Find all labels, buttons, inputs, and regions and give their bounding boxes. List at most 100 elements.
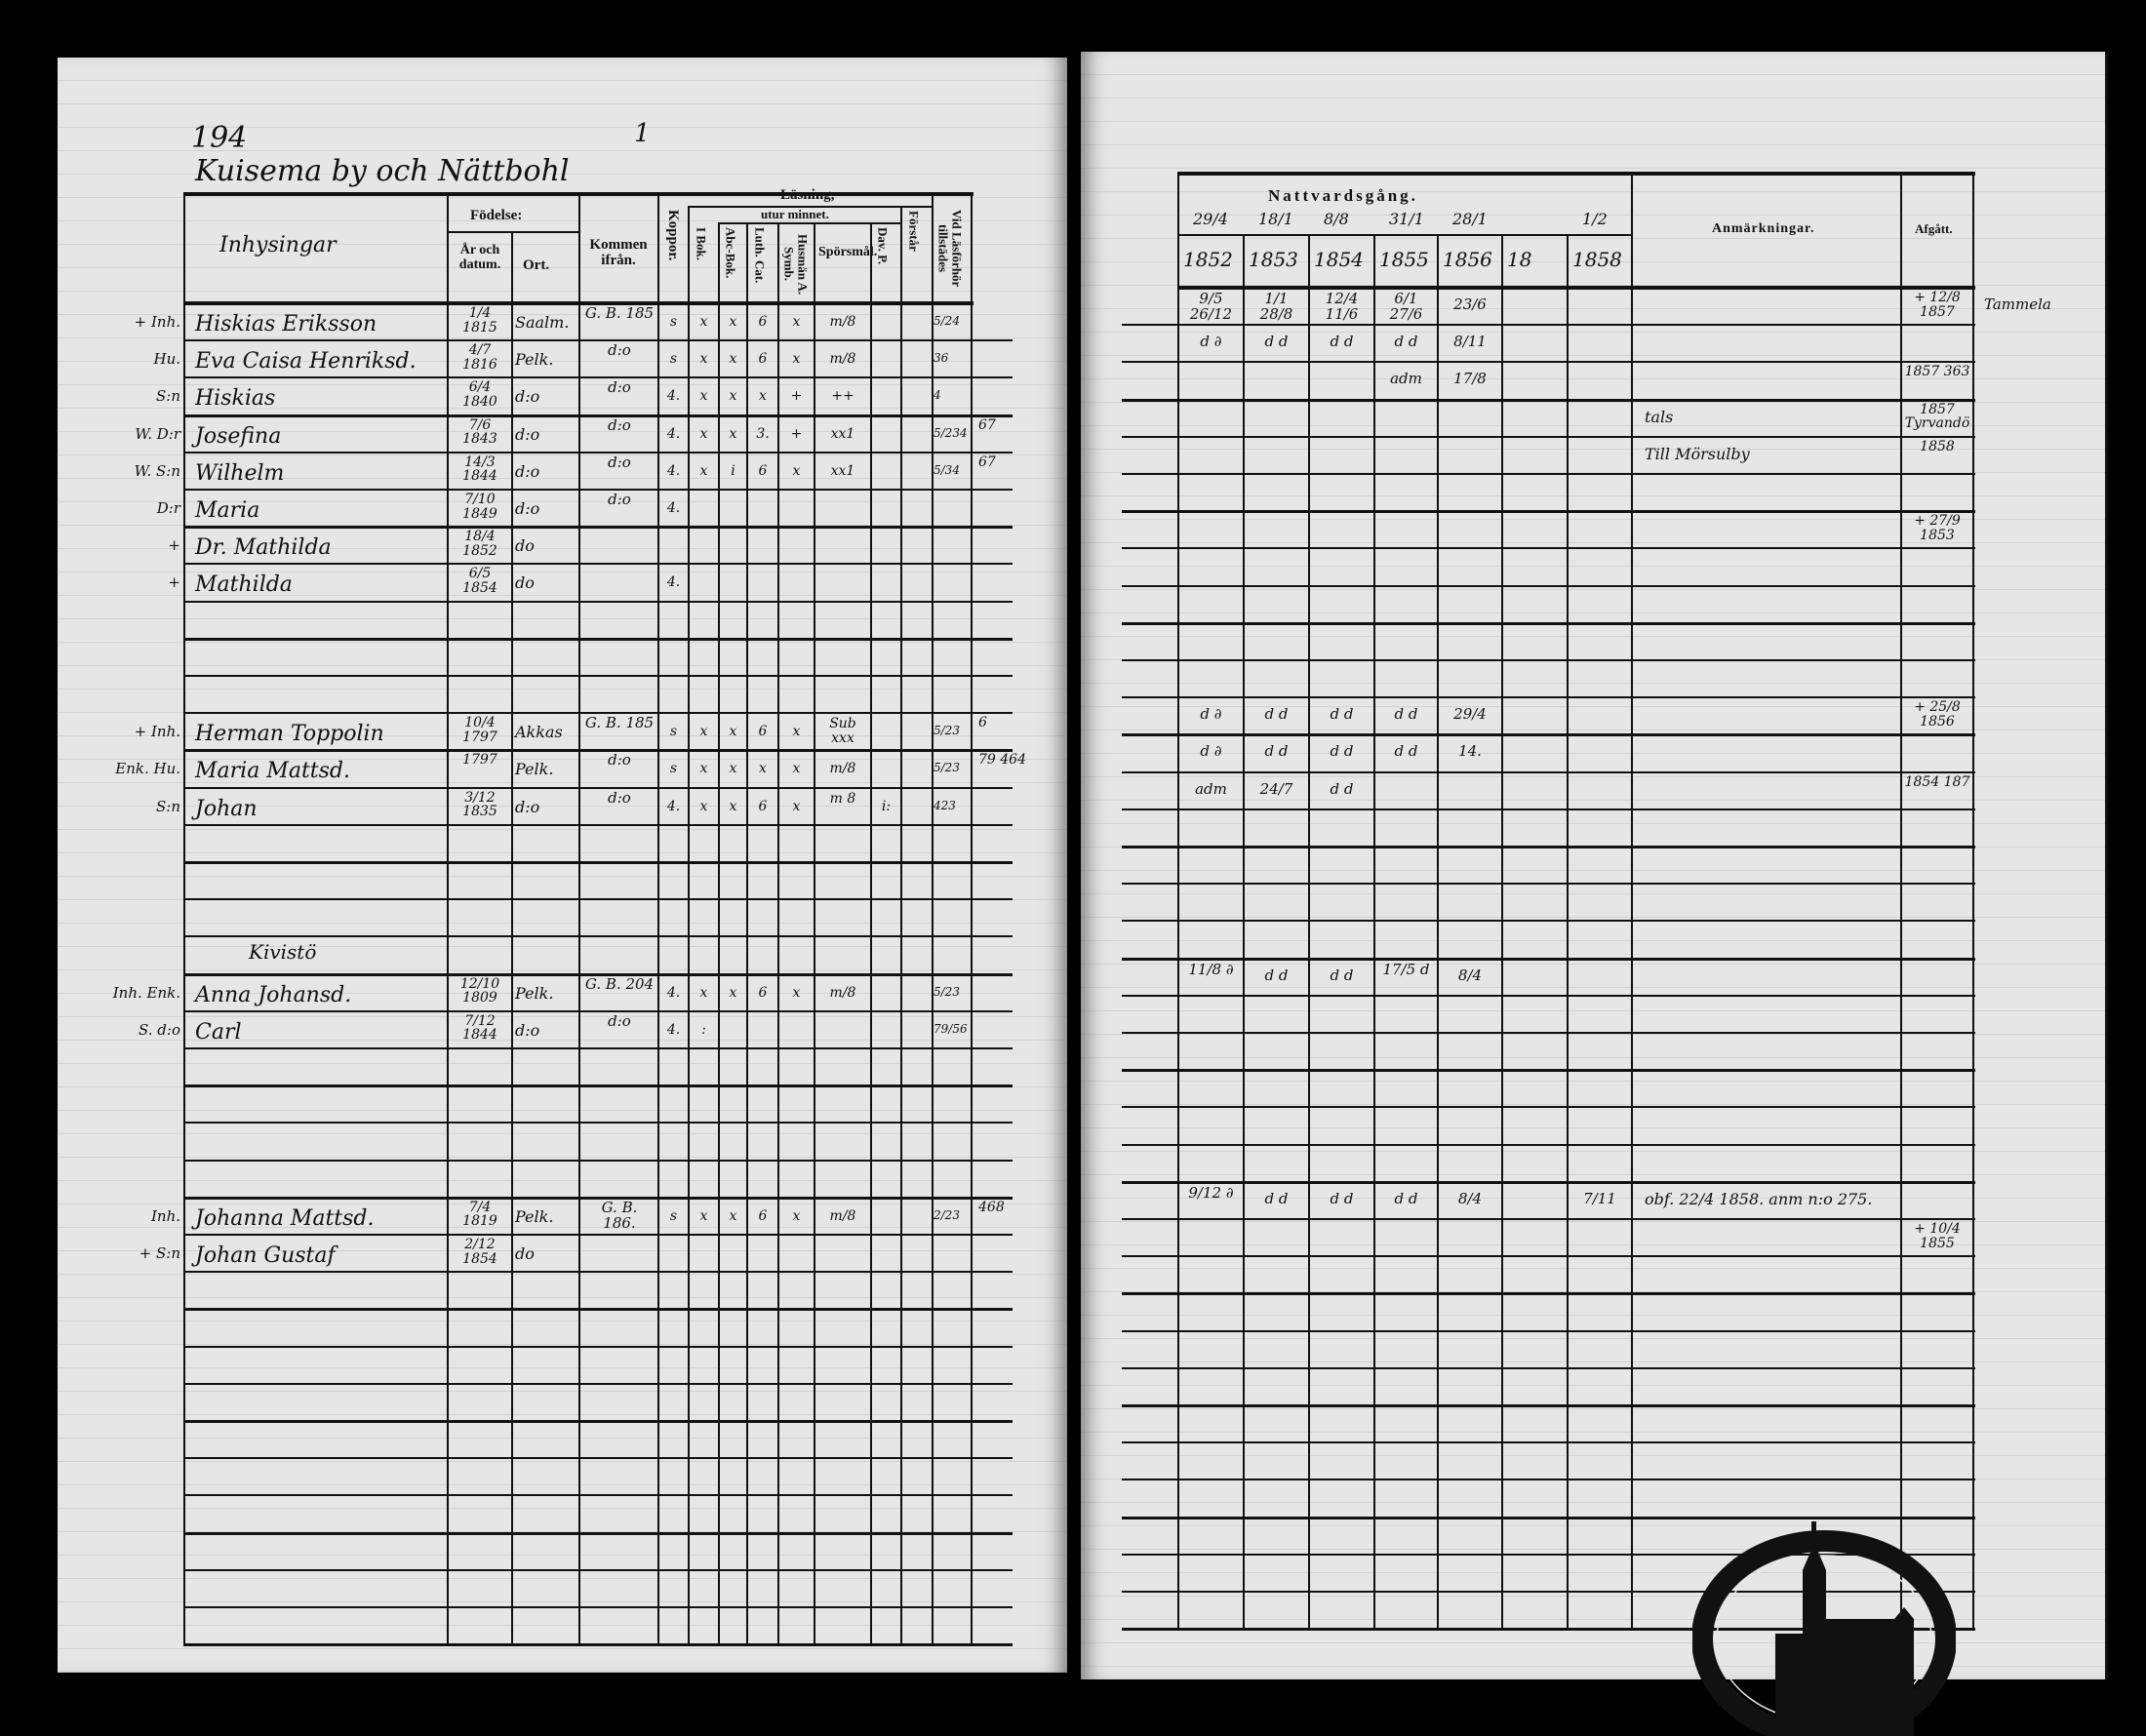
header-koppor: Koppor. [664,210,681,261]
record-vid-lasforhor: 5/24 [934,314,960,328]
record-birth-place: do [515,536,535,556]
record-reading-mark: x [699,462,708,479]
record-reading-mark: x [699,351,708,368]
record-communion: d d [1394,705,1418,724]
header-luth-cat: Luth. Cat. [752,227,768,284]
record-reading-mark: i [731,462,735,479]
record-prefix: Enk. Hu. [115,760,180,778]
record-prefix: D:r [156,499,180,517]
record-name: Carl [195,1019,242,1045]
record-name: Hiskias [195,386,276,412]
record-reading-mark: + [790,388,803,405]
record-vid-lasforhor: 5/234 [934,425,968,440]
record-departed: + 12/8 1857 [1914,290,1961,320]
row-rule [1122,1032,1975,1034]
record-reading-mark: x [792,761,801,777]
record-reading-mark: 4. [666,798,681,814]
record-communion: 23/6 [1453,296,1487,313]
record-extra-mark: 79 464 [978,752,1026,769]
row-rule [183,1643,1013,1647]
record-name: Maria [195,498,260,523]
record-prefix: S:n [156,387,180,406]
record-name: Dr. Mathilda [195,535,332,561]
row-rule [1122,1441,1975,1444]
header-lasning: Läsning, [780,187,835,203]
record-reading-mark: s [669,314,678,330]
record-prefix: Hu. [153,350,180,369]
column-rule [688,206,690,1645]
record-birth-place: Pelk. [515,983,554,1003]
record-vid-lasforhor: 4 [934,388,941,403]
table-top-rule [1177,172,1975,176]
record-communion: d ∂ [1200,333,1222,351]
record-reading-mark: x [759,388,767,405]
header-year: 1858 [1572,248,1622,271]
record-prefix: Inh. Enk. [112,983,180,1002]
row-rule [183,376,1013,379]
record-birth-place: d:o [515,424,540,444]
record-prefix: + [168,573,180,592]
header-husman: Husmän A. Symb. [781,233,811,296]
record-communion: 7/11 [1583,1189,1616,1207]
header-kommen: Kommen ifrån. [589,237,648,268]
header-communion-date: 31/1 [1389,210,1424,228]
row-rule [183,1457,1013,1460]
record-communion: 17/8 [1453,370,1487,388]
row-rule [1122,883,1975,886]
column-rule [578,194,580,1645]
record-reading-mark: i: [881,798,892,814]
record-name: Hiskias Eriksson [195,312,378,336]
row-rule [183,1271,1013,1274]
row-rule [183,1568,1013,1571]
header-i-bok: I Bok. [694,227,709,260]
row-rule [1122,398,1975,402]
record-reading-mark: 6 [758,314,768,330]
header-anmarkningar: Anmärkningar. [1712,221,1815,236]
row-rule [1122,770,1975,773]
row-rule [1122,1218,1975,1220]
record-communion: 1/1 28/8 [1259,290,1293,323]
record-departed: 1858 [1920,438,1955,454]
record-birth-place: Pelk. [515,760,554,779]
record-reading-mark: Sub xxx [829,716,856,746]
row-rule [183,712,1013,715]
row-rule [183,414,1013,417]
record-reading-mark: x [729,798,737,814]
record-communion: 6/1 27/6 [1389,290,1423,323]
record-from: G. B. 186. [601,1198,638,1232]
record-birth-date: 18/4 1852 [462,529,497,559]
record-from: d:o [608,341,631,360]
record-reading-mark: x [729,761,737,777]
record-birth-date: 12/10 1809 [459,975,500,1006]
record-reading-mark: x [729,388,737,405]
record-departed: + 25/8 1856 [1914,699,1961,730]
record-birth-date: 3/12 1835 [462,789,497,820]
column-rule [1972,174,1974,1630]
record-birth-date: 1/4 1815 [462,305,497,335]
record-birth-date: 4/7 1816 [462,342,497,373]
record-vid-lasforhor: 5/23 [934,724,960,738]
record-reading-mark: x [699,984,708,1001]
row-rule [1122,696,1975,699]
record-prefix: S. d:o [139,1020,180,1039]
column-rule [1437,234,1439,1630]
record-reading-mark: 4. [666,425,681,442]
record-from: d:o [608,751,631,769]
record-from: d:o [608,491,631,508]
record-communion: d d [1330,705,1354,724]
row-rule [183,1009,1013,1012]
record-birth-date: 7/10 1849 [462,492,497,522]
record-remarks: Till Mörsulby [1645,444,1750,463]
record-reading-mark: x [792,462,801,479]
record-reading-mark: xx1 [830,462,855,479]
record-reading-mark: 4. [666,1021,681,1038]
column-rule [1373,234,1375,1630]
header-communion-date: 18/1 [1258,210,1293,228]
row-rule [183,1085,1013,1088]
row-rule [183,1382,1013,1385]
column-rule [511,231,513,1645]
record-reading-mark: : [701,1021,706,1038]
record-reading-mark: x [729,314,737,330]
record-reading-mark: 4. [666,984,681,1001]
row-rule [183,1159,1013,1162]
